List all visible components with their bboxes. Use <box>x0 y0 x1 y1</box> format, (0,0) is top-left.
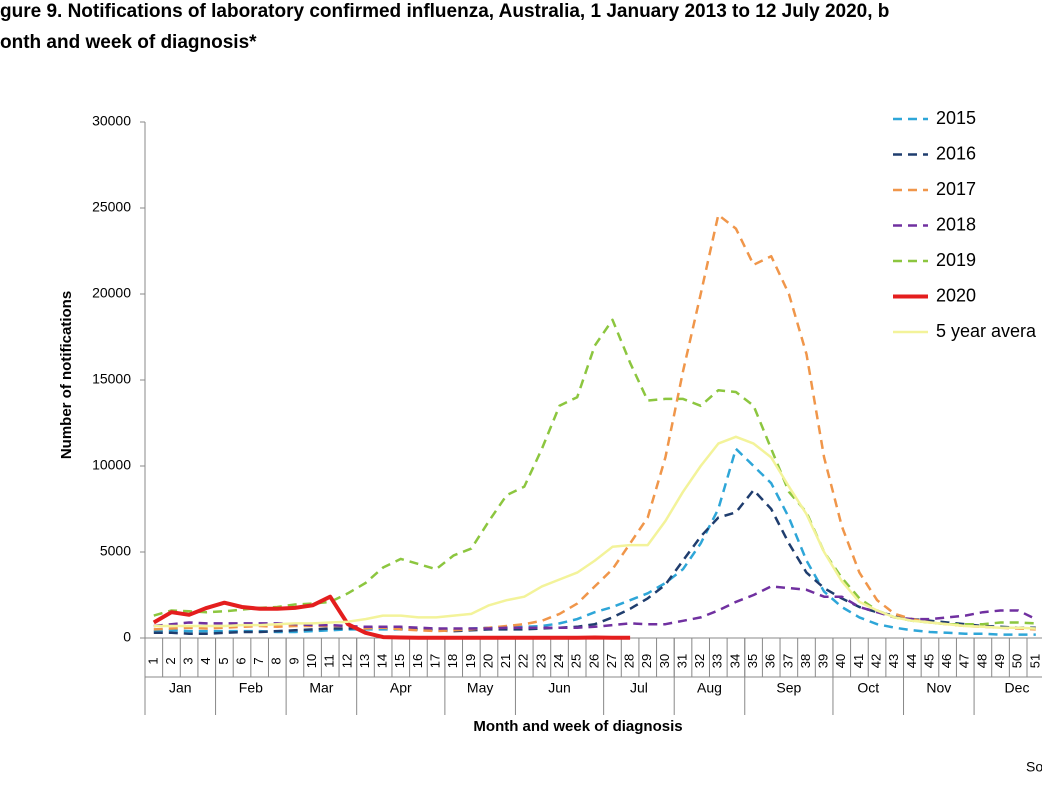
x-tick-label: 15 <box>392 654 407 668</box>
x-tick-label: 17 <box>427 654 442 668</box>
x-tick-label: 14 <box>375 654 390 668</box>
y-tick-label: 0 <box>123 629 131 645</box>
x-tick-label: 33 <box>710 654 725 668</box>
x-tick-label: 32 <box>692 654 707 668</box>
x-tick-label: 5 <box>216 657 231 664</box>
month-label: Nov <box>926 680 951 696</box>
month-label: Oct <box>857 680 879 696</box>
x-tick-label: 39 <box>816 654 831 668</box>
y-tick-label: 20000 <box>92 285 131 301</box>
month-label: Feb <box>239 680 263 696</box>
y-tick-label: 30000 <box>92 113 131 129</box>
series-line <box>153 213 1036 633</box>
x-tick-label: 49 <box>992 654 1007 668</box>
series-line <box>152 594 631 640</box>
y-tick-label: 5000 <box>100 543 131 559</box>
x-tick-label: 22 <box>516 654 531 668</box>
x-tick-label: 48 <box>974 654 989 668</box>
x-tick-label: 25 <box>569 654 584 668</box>
x-tick-label: 31 <box>674 654 689 668</box>
x-tick-label: 30 <box>657 654 672 668</box>
month-label: Aug <box>697 680 722 696</box>
x-tick-label: 34 <box>727 654 742 668</box>
x-tick-label: 7 <box>251 657 266 664</box>
x-tick-label: 27 <box>604 654 619 668</box>
x-tick-label: 24 <box>551 654 566 668</box>
month-label: Jun <box>548 680 571 696</box>
legend-label: 2018 <box>936 214 976 234</box>
month-label: Jul <box>630 680 648 696</box>
x-tick-label: 40 <box>833 654 848 668</box>
x-tick-label: 23 <box>533 654 548 668</box>
x-tick-label: 44 <box>904 654 919 668</box>
x-tick-label: 38 <box>798 654 813 668</box>
month-label: May <box>467 680 493 696</box>
month-label: Apr <box>390 680 412 696</box>
footnote: So <box>1026 759 1042 775</box>
x-tick-label: 42 <box>868 654 883 668</box>
legend-label: 2020 <box>936 285 976 305</box>
series-line <box>153 435 1036 630</box>
x-tick-label: 13 <box>357 654 372 668</box>
series-line <box>153 585 1037 630</box>
y-tick-label: 10000 <box>92 457 131 473</box>
month-label: Dec <box>1005 680 1030 696</box>
x-tick-label: 11 <box>322 654 337 668</box>
x-tick-label: 21 <box>498 654 513 668</box>
x-tick-label: 9 <box>286 657 301 664</box>
x-tick-label: 50 <box>1010 654 1025 668</box>
series-line <box>153 447 1036 636</box>
month-label: Sep <box>776 680 801 696</box>
chart-subtitle: onth and week of diagnosis* <box>0 32 257 53</box>
legend-label: 2015 <box>936 108 976 128</box>
x-tick-label: 41 <box>851 654 866 668</box>
month-label: Mar <box>309 680 333 696</box>
x-tick-label: 51 <box>1027 654 1042 668</box>
x-tick-label: 12 <box>339 654 354 668</box>
x-tick-label: 29 <box>639 654 654 668</box>
x-tick-label: 2 <box>163 657 178 664</box>
x-tick-label: 36 <box>763 654 778 668</box>
x-tick-label: 4 <box>198 657 213 664</box>
series-line <box>153 318 1036 626</box>
x-tick-label: 20 <box>480 654 495 668</box>
x-tick-label: 37 <box>780 654 795 668</box>
legend-label: 2019 <box>936 250 976 270</box>
x-tick-label: 6 <box>233 657 248 664</box>
x-tick-label: 26 <box>586 654 601 668</box>
y-tick-label: 25000 <box>92 199 131 215</box>
x-tick-label: 3 <box>181 657 196 664</box>
x-tick-label: 18 <box>445 654 460 668</box>
x-tick-label: 16 <box>410 654 425 668</box>
x-tick-label: 8 <box>269 657 284 664</box>
x-tick-label: 28 <box>622 654 637 668</box>
x-axis-label: Month and week of diagnosis <box>473 718 682 735</box>
chart-title: gure 9. Notifications of laboratory conf… <box>0 1 889 22</box>
x-tick-label: 35 <box>745 654 760 668</box>
x-tick-label: 10 <box>304 654 319 668</box>
legend-label: 2016 <box>936 143 976 163</box>
month-label: Jan <box>169 680 192 696</box>
x-tick-label: 19 <box>463 654 478 668</box>
legend-label: 5 year avera <box>936 321 1037 341</box>
y-axis-label: Number of notifications <box>58 291 75 459</box>
x-tick-label: 1 <box>145 657 160 664</box>
legend-label: 2017 <box>936 179 976 199</box>
x-tick-label: 45 <box>921 654 936 668</box>
x-tick-label: 47 <box>957 654 972 668</box>
x-tick-label: 43 <box>886 654 901 668</box>
x-tick-label: 46 <box>939 654 954 668</box>
y-tick-label: 15000 <box>92 371 131 387</box>
